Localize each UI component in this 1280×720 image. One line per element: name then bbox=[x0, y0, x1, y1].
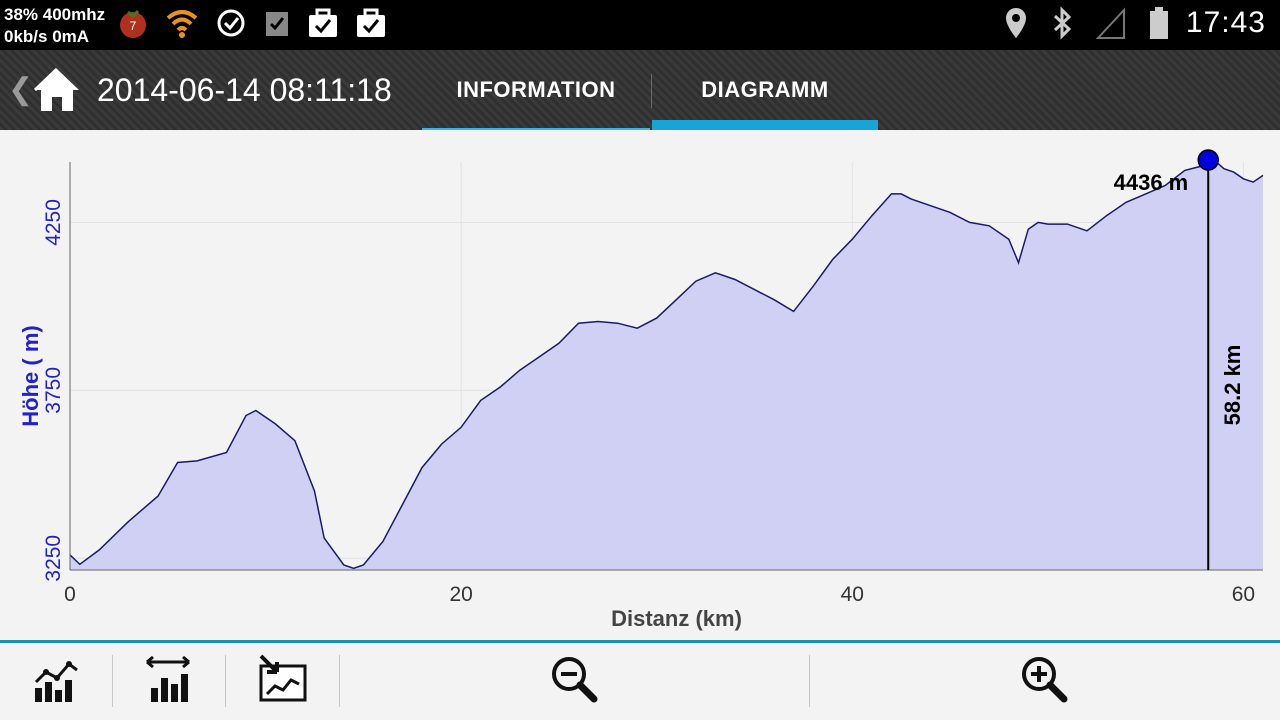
notification-icons: 7 bbox=[116, 8, 388, 42]
tab-divider bbox=[651, 74, 652, 108]
toolbar-separator bbox=[112, 655, 113, 707]
y-tick-label: 3750 bbox=[42, 367, 65, 414]
signal-icon bbox=[1095, 6, 1126, 45]
page-title: 2014-06-14 08:11:18 bbox=[97, 72, 392, 108]
toolbar-divider bbox=[0, 640, 1280, 643]
zoom-out-button[interactable] bbox=[544, 651, 604, 711]
elevation-chart[interactable]: 0 20 40 60 3250 3750 4250 Distanz (km) Höhe ( … bbox=[0, 130, 1280, 640]
sync-icon bbox=[214, 6, 248, 45]
y-tick-label: 4250 bbox=[42, 199, 65, 246]
battery-icon bbox=[1148, 6, 1170, 45]
briefcase-check-icon bbox=[306, 6, 340, 45]
cpu-line-1: 38% 400mhz bbox=[4, 5, 106, 24]
tab-diagramm[interactable]: DIAGRAMM bbox=[652, 50, 878, 130]
toolbar-separator bbox=[225, 655, 226, 707]
tab-underline bbox=[422, 128, 650, 130]
action-bar: ❮ 2014-06-14 08:11:18 INFORMATION DIAGRA… bbox=[0, 50, 1280, 130]
briefcase-check-icon bbox=[354, 6, 388, 45]
map-export-button[interactable] bbox=[252, 651, 312, 711]
elevation-area bbox=[70, 160, 1263, 570]
back-chevron-icon[interactable]: ❮ bbox=[8, 73, 34, 106]
location-icon bbox=[1004, 6, 1028, 45]
status-bar: 38% 400mhz 0kb/s 0mA 7 bbox=[0, 0, 1280, 50]
cpu-info: 38% 400mhz 0kb/s 0mA bbox=[4, 4, 105, 48]
badge-count: 7 bbox=[130, 19, 137, 33]
elevation-chart-svg[interactable]: 0 20 40 60 3250 3750 4250 Distanz (km) Höhe ( … bbox=[0, 130, 1280, 640]
zoom-in-button[interactable] bbox=[1014, 651, 1074, 711]
toolbar-separator bbox=[339, 655, 340, 707]
home-icon[interactable] bbox=[32, 65, 82, 115]
chart-mode-button[interactable] bbox=[26, 651, 86, 711]
bottom-toolbar bbox=[0, 643, 1280, 720]
tab-selected-indicator bbox=[652, 120, 878, 130]
system-icons bbox=[1004, 5, 1170, 45]
tick-labels: 0 20 40 60 3250 3750 4250 bbox=[42, 199, 1255, 606]
clock: 17:43 bbox=[1185, 6, 1266, 39]
x-axis-label: Distanz (km) bbox=[611, 606, 742, 631]
zoom-out-icon bbox=[549, 654, 599, 709]
cpu-line-2: 0kb/s 0mA bbox=[4, 27, 90, 46]
tomato-badge-icon: 7 bbox=[116, 6, 150, 45]
x-tick-label: 40 bbox=[841, 583, 864, 606]
y-tick-label: 3250 bbox=[42, 535, 65, 582]
x-tick-label: 60 bbox=[1232, 583, 1255, 606]
tab-label: INFORMATION bbox=[456, 77, 616, 102]
x-tick-label: 20 bbox=[449, 583, 472, 606]
checkbox-icon bbox=[262, 6, 292, 45]
marker-point[interactable] bbox=[1197, 149, 1219, 171]
tab-label: DIAGRAMM bbox=[701, 77, 829, 102]
bar-width-button[interactable] bbox=[138, 651, 198, 711]
map-export-icon bbox=[255, 654, 309, 709]
y-axis-label: Höhe ( m) bbox=[18, 325, 43, 426]
marker-distance-label: 58.2 km bbox=[1220, 345, 1245, 426]
bluetooth-icon bbox=[1050, 5, 1074, 45]
marker-elevation-label: 4436 m bbox=[1114, 170, 1189, 195]
bar-width-icon bbox=[143, 654, 193, 709]
toolbar-separator bbox=[809, 655, 810, 707]
wifi-icon bbox=[164, 6, 200, 45]
x-tick-label: 0 bbox=[64, 583, 76, 606]
elevation-line bbox=[69, 159, 1264, 570]
zoom-in-icon bbox=[1019, 654, 1069, 709]
line-bar-chart-icon bbox=[31, 654, 81, 709]
tab-information[interactable]: INFORMATION bbox=[422, 50, 650, 130]
